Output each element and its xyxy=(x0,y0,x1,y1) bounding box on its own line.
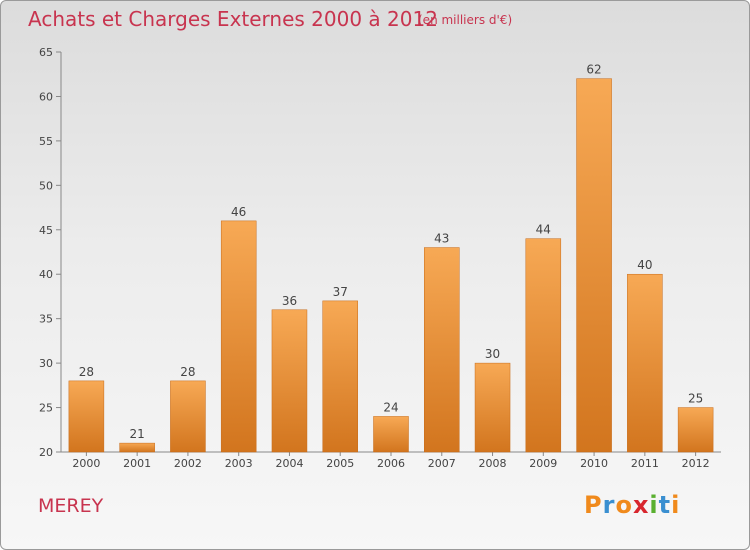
logo-letter: P xyxy=(584,491,603,519)
y-tick-label: 20 xyxy=(39,446,53,459)
logo-letter: o xyxy=(615,491,633,519)
x-tick-label: 2010 xyxy=(580,457,608,470)
y-tick-label: 40 xyxy=(39,268,53,281)
bar-2002 xyxy=(170,380,206,453)
x-tick-label: 2001 xyxy=(123,457,151,470)
bar-2008 xyxy=(474,362,511,453)
x-tick-label: 2004 xyxy=(275,457,303,470)
bar-2009 xyxy=(525,238,562,453)
x-tick-label: 2002 xyxy=(174,457,202,470)
bar-value-label: 46 xyxy=(231,205,246,219)
bar-2010 xyxy=(576,78,612,453)
chart-title: Achats et Charges Externes 2000 à 2012 xyxy=(28,7,438,31)
bar-value-label: 44 xyxy=(536,223,551,237)
y-tick-label: 60 xyxy=(39,90,53,103)
bar-value-label: 36 xyxy=(282,294,297,308)
bar-value-label: 43 xyxy=(434,232,449,246)
y-tick-label: 45 xyxy=(39,224,53,237)
chart-subtitle: (en milliers d'€) xyxy=(418,13,513,27)
bar-2012 xyxy=(677,407,714,453)
bar-value-label: 40 xyxy=(637,258,652,272)
y-tick-label: 30 xyxy=(39,357,53,370)
bar-2007 xyxy=(424,247,460,453)
bar-value-label: 37 xyxy=(333,285,348,299)
y-tick-label: 50 xyxy=(39,179,53,192)
x-tick-label: 2012 xyxy=(682,457,710,470)
bar-2005 xyxy=(322,300,358,453)
logo-letter: r xyxy=(602,491,616,519)
bar-2001 xyxy=(119,442,155,453)
commune-name: MEREY xyxy=(38,495,104,517)
bar-value-label: 30 xyxy=(485,347,500,361)
y-tick-label: 65 xyxy=(39,46,53,59)
bar-2004 xyxy=(271,309,308,453)
bar-value-label: 28 xyxy=(180,365,195,379)
x-tick-label: 2003 xyxy=(225,457,253,470)
y-tick-label: 55 xyxy=(39,135,53,148)
bar-value-label: 25 xyxy=(688,392,703,406)
logo-letter: x xyxy=(632,491,650,519)
bar-value-label: 24 xyxy=(383,400,398,414)
bar-2003 xyxy=(220,220,257,453)
bar-2000 xyxy=(68,380,105,453)
proxiti-logo: Proxiti xyxy=(584,491,680,519)
y-tick-label: 25 xyxy=(39,402,53,415)
x-tick-label: 2000 xyxy=(72,457,100,470)
bar-2011 xyxy=(627,273,663,453)
bar-2006 xyxy=(373,416,409,453)
logo-letter: i xyxy=(649,491,659,519)
x-tick-label: 2006 xyxy=(377,457,405,470)
logo-letter: t xyxy=(658,491,672,519)
bar-value-label: 21 xyxy=(130,427,145,441)
x-tick-label: 2008 xyxy=(479,457,507,470)
x-tick-label: 2005 xyxy=(326,457,354,470)
x-tick-label: 2011 xyxy=(631,457,659,470)
bar-value-label: 28 xyxy=(79,365,94,379)
x-tick-label: 2009 xyxy=(529,457,557,470)
bar-value-label: 62 xyxy=(586,63,601,77)
logo-letter: i xyxy=(671,491,681,519)
y-tick-label: 35 xyxy=(39,313,53,326)
x-tick-label: 2007 xyxy=(428,457,456,470)
